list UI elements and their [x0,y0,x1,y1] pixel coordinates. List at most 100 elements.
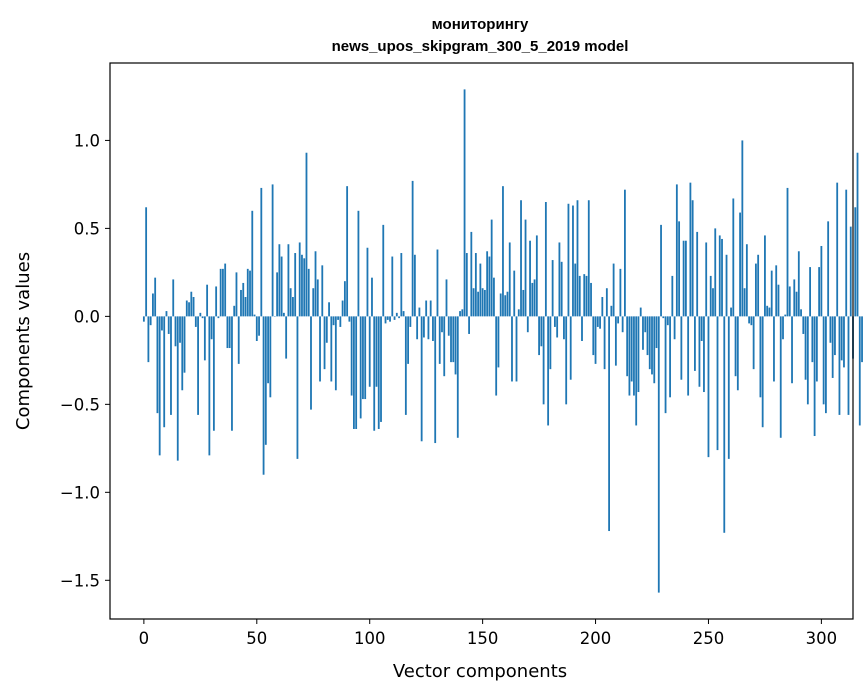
bar-109 [389,316,391,322]
bar-317 [858,316,861,426]
bar-280 [775,265,778,317]
bar-59 [276,272,279,317]
bar-149 [479,263,482,317]
bar-279 [773,316,775,382]
bar-68 [296,316,299,459]
bar-35 [222,268,224,317]
bar-256 [721,238,723,317]
bar-188 [567,203,570,317]
bar-165 [515,316,518,382]
bar-140 [459,311,461,317]
bar-189 [569,316,572,380]
y-axis-ticks: −1.5 −1.0 −0.5 0.0 0.5 1.0 [60,131,110,590]
bar-120 [413,254,416,317]
bar-267 [745,244,748,317]
bar-93 [353,316,355,429]
bar-194 [581,316,583,341]
bar-177 [542,316,545,405]
bar-233 [669,316,671,398]
bar-145 [470,231,473,317]
bar-252 [712,288,714,317]
bar-166 [517,309,520,317]
bar-105 [380,316,382,422]
bar-226 [653,316,656,384]
bar-241 [687,316,690,396]
bar-117 [407,316,410,364]
bar-230 [662,316,665,319]
bar-183 [556,316,559,338]
bar-257 [723,316,726,533]
bar-82 [328,302,330,317]
bar-297 [813,316,816,437]
bar-262 [734,316,737,377]
bar-108 [386,316,389,320]
bar-217 [633,316,635,396]
bar-62 [282,312,285,317]
bar-134 [445,279,448,317]
bar-205 [605,288,608,317]
bar-308 [838,316,841,415]
bar-243 [691,200,694,317]
bar-315 [854,207,857,317]
bar-11 [167,316,170,334]
bar-25 [199,312,202,317]
bar-91 [348,316,351,322]
bar-293 [804,316,807,380]
bar-304 [829,316,832,343]
bar-160 [504,295,507,317]
bar-43 [240,289,242,317]
bar-36 [224,263,227,317]
bar-27 [203,316,206,361]
bar-185 [560,261,563,317]
bar-131 [438,316,441,364]
bar-192 [576,200,579,317]
bar-276 [766,305,769,317]
bar-253 [714,228,717,317]
bar-292 [802,316,805,334]
bar-96 [359,316,362,419]
bar-121 [416,316,419,340]
bar-196 [585,275,588,317]
bar-148 [477,291,480,317]
bar-136 [450,316,452,363]
bar-151 [483,289,486,317]
bar-222 [644,316,647,333]
bar-174 [535,235,538,317]
bar-232 [666,316,669,326]
bar-216 [630,316,633,382]
bar-260 [730,307,732,317]
bar-80 [323,316,326,370]
bar-141 [461,309,464,317]
bar-135 [447,316,450,336]
bar-74 [310,316,312,410]
bar-97 [362,316,364,400]
bar-39 [231,316,233,431]
bar-42 [237,316,240,364]
bar-302 [825,316,827,414]
y-axis-label: Components values [13,252,34,430]
bar-287 [791,316,793,384]
bar-1 [145,207,148,317]
bar-199 [592,316,595,356]
x-tick-label: 50 [246,629,267,648]
bar-263 [736,316,739,391]
bar-311 [845,189,848,317]
x-tick-label: 100 [354,629,386,648]
bar-series [142,89,863,593]
bar-212 [621,316,624,333]
bar-70 [301,254,303,317]
bar-247 [700,316,703,341]
bar-125 [425,300,428,317]
bar-51 [258,316,260,336]
bar-65 [289,288,292,317]
bar-298 [815,316,818,382]
bar-282 [779,316,782,438]
bar-309 [840,316,843,361]
bar-60 [278,244,281,317]
bar-227 [655,316,658,349]
bar-104 [377,316,380,429]
bar-34 [219,268,222,317]
bar-155 [493,277,495,317]
bar-76 [314,251,317,317]
